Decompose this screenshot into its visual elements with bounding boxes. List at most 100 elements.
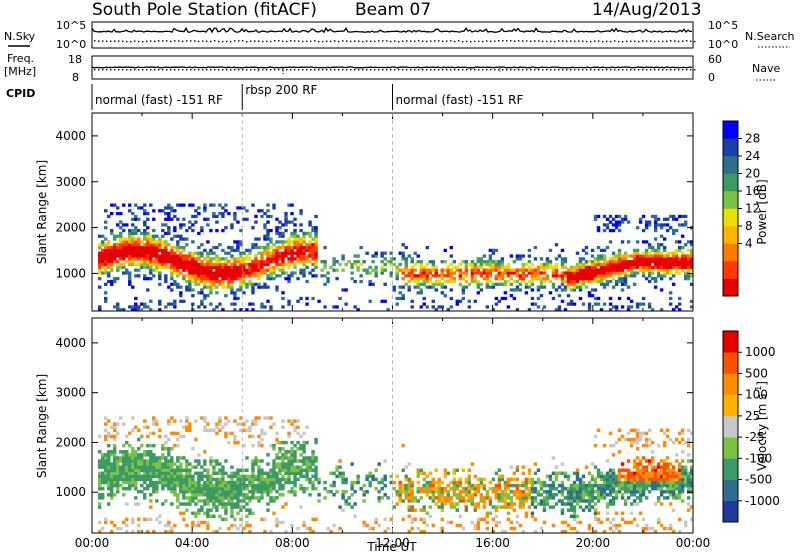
heatmap-cell xyxy=(608,483,613,488)
heatmap-cell xyxy=(170,268,174,272)
heatmap-cell xyxy=(356,260,360,264)
heatmap-cell xyxy=(299,260,303,264)
heatmap-cell xyxy=(281,234,285,238)
heatmap-cell xyxy=(179,234,183,238)
heatmap-cell xyxy=(266,260,270,264)
heatmap-cell xyxy=(98,450,102,454)
heatmap-cell xyxy=(690,257,694,261)
heatmap-cell xyxy=(626,437,631,442)
heatmap-cell xyxy=(431,260,435,264)
heatmap-cell xyxy=(677,271,682,275)
heatmap-cell xyxy=(218,486,222,491)
heatmap-cell xyxy=(611,251,616,255)
heatmap-cell xyxy=(236,486,240,491)
heatmap-cell xyxy=(671,480,676,485)
heatmap-cell xyxy=(611,502,616,506)
heatmap-cell xyxy=(545,274,550,278)
nsearch-point xyxy=(270,40,272,43)
heatmap-cell xyxy=(668,462,673,466)
heatmap-cell xyxy=(305,302,309,306)
heatmap-cell xyxy=(176,203,180,207)
heatmap-cell xyxy=(632,471,637,476)
heatmap-cell xyxy=(536,274,541,278)
heatmap-cell xyxy=(224,277,228,281)
heatmap-cell xyxy=(677,296,682,301)
heatmap-cell xyxy=(263,212,267,216)
heatmap-cell xyxy=(425,483,429,488)
heatmap-cell xyxy=(158,274,162,278)
heatmap-cell xyxy=(125,248,129,252)
heatmap-cell xyxy=(425,493,429,497)
nsearch-point xyxy=(682,40,684,42)
heatmap-cell xyxy=(110,520,114,525)
heatmap-cell xyxy=(497,265,502,269)
heatmap-cell xyxy=(572,274,577,278)
nave-point xyxy=(558,69,560,71)
heatmap-cell xyxy=(690,265,694,269)
heatmap-cell xyxy=(167,302,171,306)
heatmap-cell xyxy=(209,508,213,512)
nsearch-point xyxy=(674,40,676,42)
heatmap-cell xyxy=(233,260,237,264)
heatmap-cell xyxy=(227,268,231,272)
heatmap-cell xyxy=(473,502,478,506)
nave-point xyxy=(606,69,608,71)
heatmap-cell xyxy=(353,254,357,258)
heatmap-cell xyxy=(263,431,267,436)
heatmap-cell xyxy=(674,240,679,244)
heatmap-cell xyxy=(155,254,159,258)
heatmap-cell xyxy=(182,425,186,429)
heatmap-cell xyxy=(269,529,273,534)
heatmap-cell xyxy=(188,279,192,284)
heatmap-cell xyxy=(101,493,105,497)
heatmap-cell xyxy=(116,223,120,227)
heatmap-cell xyxy=(293,217,297,221)
heatmap-cell xyxy=(638,217,643,221)
heatmap-cell xyxy=(287,237,291,241)
heatmap-cell xyxy=(620,305,625,309)
heatmap-cell xyxy=(686,496,691,500)
heatmap-cell xyxy=(302,274,306,278)
heatmap-cell xyxy=(167,203,171,207)
heatmap-cell xyxy=(602,262,607,267)
heatmap-cell xyxy=(440,271,444,275)
heatmap-cell xyxy=(236,511,240,515)
heatmap-cell xyxy=(575,496,580,500)
nsearch-point xyxy=(230,40,232,43)
heatmap-cell xyxy=(212,282,216,286)
heatmap-cell xyxy=(635,254,640,258)
heatmap-cell xyxy=(128,474,132,479)
heatmap-cell xyxy=(410,517,414,522)
heatmap-cell xyxy=(269,240,273,244)
nsearch-point xyxy=(466,40,468,43)
heatmap-cell xyxy=(449,279,453,284)
heatmap-cell xyxy=(275,228,279,233)
heatmap-cell xyxy=(647,462,652,466)
heatmap-cell xyxy=(209,499,213,503)
heatmap-cell xyxy=(437,279,441,284)
heatmap-cell xyxy=(164,262,168,267)
heatmap-cell xyxy=(137,257,141,261)
heatmap-cell xyxy=(554,477,559,482)
heatmap-cell xyxy=(128,486,132,491)
heatmap-cell xyxy=(149,257,153,261)
heatmap-cell xyxy=(314,474,318,479)
heatmap-cell xyxy=(146,254,150,258)
heatmap-cell xyxy=(101,462,105,466)
heatmap-cell xyxy=(659,483,664,488)
colorbar-swatch xyxy=(723,226,738,244)
heatmap-cell xyxy=(596,486,601,491)
heatmap-cell xyxy=(152,251,156,255)
heatmap-cell xyxy=(560,260,565,264)
heatmap-cell xyxy=(356,265,360,269)
heatmap-cell xyxy=(605,260,610,264)
heatmap-cell xyxy=(566,502,571,506)
heatmap-cell xyxy=(680,431,685,436)
heatmap-cell xyxy=(254,474,258,479)
heatmap-cell xyxy=(257,277,261,281)
heatmap-cell xyxy=(545,260,550,264)
heatmap-cell xyxy=(128,477,132,482)
heatmap-cell xyxy=(254,214,258,219)
heatmap-cell xyxy=(191,483,195,488)
heatmap-cell xyxy=(482,486,487,491)
